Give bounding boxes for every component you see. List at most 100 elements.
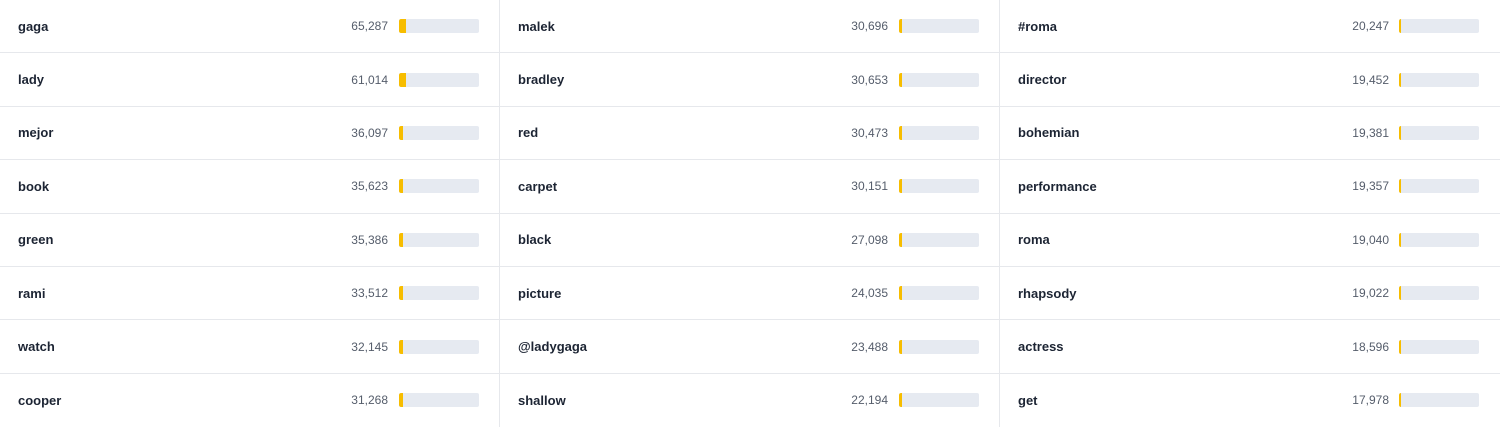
term: book [18,178,50,194]
bar [899,286,902,301]
term: bohemian [1018,125,1080,141]
bar [1399,232,1402,247]
bar-track [1399,232,1479,247]
term: #roma [1018,18,1058,34]
term: watch [18,339,55,355]
bar [399,286,403,301]
count: 19,040 [1352,232,1389,247]
count: 18,596 [1352,339,1389,354]
bar-track [399,19,479,34]
bar-track [1399,179,1479,194]
term: black [518,232,552,248]
bar-track [899,339,979,354]
bar-track [1399,393,1479,408]
term: picture [518,285,562,301]
table-row: carpet 30,151 [500,160,999,214]
table-row: actress 18,596 [1000,320,1500,374]
term: @ladygaga [518,339,588,355]
count: 24,035 [851,286,888,301]
term: rhapsody [1018,285,1077,301]
bar-track [1399,286,1479,301]
count: 19,381 [1352,125,1389,140]
table-row: rami 33,512 [0,267,499,321]
table-row: picture 24,035 [500,267,999,321]
bar [899,393,902,408]
bar [399,232,404,247]
table-row: red 30,473 [500,107,999,161]
bar-track [1399,19,1479,34]
table-row: gaga 65,287 [0,0,499,54]
table-row: watch 32,145 [0,320,499,374]
table-row: shallow 22,194 [500,374,999,427]
term: actress [1018,339,1064,355]
table-row: malek 30,696 [500,0,999,54]
bar [899,19,903,34]
term: mejor [18,125,54,141]
table-row: get 17,978 [1000,374,1500,427]
bar-track [899,19,979,34]
bar-track [399,179,479,194]
table-row: @ladygaga 23,488 [500,320,999,374]
bar-track [899,72,979,87]
bar-track [399,393,479,408]
bar-track [399,286,479,301]
count: 31,268 [351,393,388,408]
count: 19,357 [1352,179,1389,194]
term: green [18,232,54,248]
count: 65,287 [351,19,388,34]
count: 36,097 [351,125,388,140]
table-row: roma 19,040 [1000,214,1500,267]
bar-track [1399,125,1479,140]
count: 30,696 [851,19,888,34]
term: cooper [18,392,62,408]
bar [899,339,902,354]
term: red [518,125,539,141]
bar [399,72,406,87]
count: 33,512 [351,286,388,301]
table-row: book 35,623 [0,160,499,214]
bar [1399,125,1402,140]
term: get [1018,392,1038,408]
bar-track [399,125,479,140]
count: 35,386 [351,232,388,247]
term: roma [1018,232,1050,248]
bar [399,339,403,354]
bar [899,179,903,194]
table-column: gaga 65,287 lady 61,014 mejor 36,097 book 35,62… [0,0,500,427]
term: shallow [518,392,566,408]
bar [1399,179,1402,194]
table-column: malek 30,696 bradley 30,653 red 30,473 carpet 3… [500,0,1000,427]
bar [899,72,903,87]
count: 30,151 [851,179,888,194]
bar-track [1399,339,1479,354]
bar [899,125,903,140]
term: director [1018,72,1067,88]
term: malek [518,18,555,34]
bar [399,393,403,408]
bar-track [899,125,979,140]
table-column: #roma 20,247 director 19,452 bohemian 19,381 p… [1000,0,1500,427]
bar-track [399,232,479,247]
bar [399,179,404,194]
count: 30,653 [851,72,888,87]
table-row: black 27,098 [500,214,999,267]
bar [1399,72,1402,87]
table-row: bohemian 19,381 [1000,107,1500,161]
table-row: director 19,452 [1000,53,1500,107]
count: 19,452 [1352,72,1389,87]
count: 22,194 [851,393,888,408]
table-row: cooper 31,268 [0,374,499,427]
table-row: #roma 20,247 [1000,0,1500,54]
term: bradley [518,72,565,88]
count: 32,145 [351,339,388,354]
bar-track [899,393,979,408]
table-row: bradley 30,653 [500,53,999,107]
term: gaga [18,18,49,34]
count: 30,473 [851,125,888,140]
table-row: green 35,386 [0,214,499,267]
count: 35,623 [351,179,388,194]
count: 19,022 [1352,286,1389,301]
bar-track [899,179,979,194]
bar [899,232,903,247]
